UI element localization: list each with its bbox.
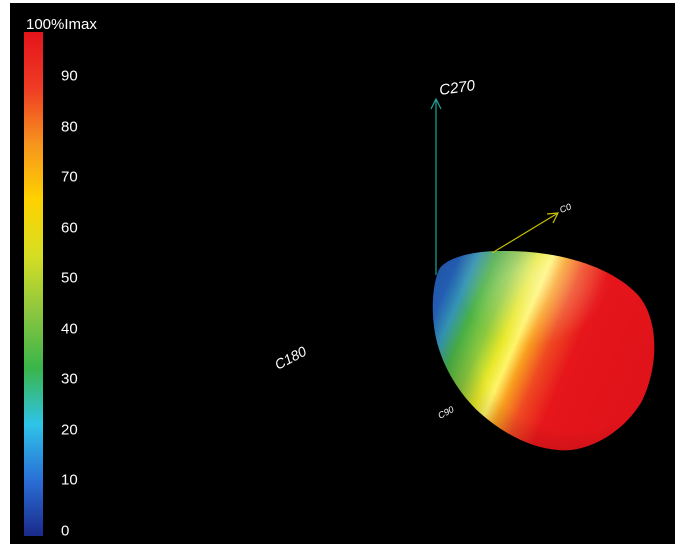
axis-label-c0: C0: [558, 202, 572, 215]
axis-c0: C0: [491, 202, 573, 254]
color-scale-bar: [24, 32, 43, 536]
color-scale-tick: 70: [61, 168, 78, 186]
color-scale-tick: 50: [61, 269, 78, 287]
intensity-distribution-3d: C270 C0 C180 C90: [272, 77, 655, 451]
color-scale-tick: 60: [61, 219, 78, 237]
axis-label-c180: C180: [272, 343, 309, 373]
color-scale-title: 100%Imax: [26, 16, 97, 33]
color-scale-tick: 30: [61, 370, 78, 388]
lobe-highlight: [432, 250, 655, 451]
axis-c270: C270: [430, 77, 477, 275]
plot-area: 100%Imax 90 80 70 60 50 40 30 20 10 0: [10, 3, 675, 544]
color-scale-tick: 40: [61, 320, 78, 338]
color-scale-tick: 20: [61, 421, 78, 439]
axis-label-c270: C270: [438, 77, 477, 99]
axis-label-c90: C90: [436, 404, 455, 421]
color-scale-tick: 10: [61, 471, 78, 489]
color-scale-tick: 90: [61, 67, 78, 85]
intensity-lobe: [432, 250, 655, 451]
color-scale-tick: 80: [61, 118, 78, 136]
color-scale-tick: 0: [61, 522, 70, 540]
